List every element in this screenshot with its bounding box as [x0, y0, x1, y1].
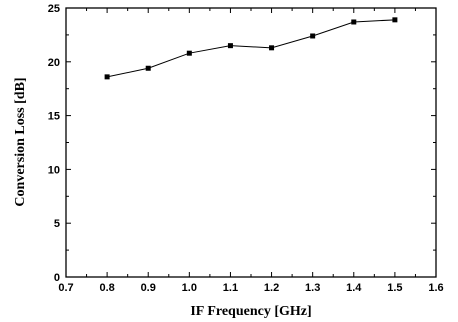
data-point	[269, 45, 275, 51]
x-tick-label: 1.6	[428, 282, 443, 294]
x-tick-label: 0.8	[99, 282, 114, 294]
data-point	[186, 50, 192, 56]
y-tick-label: 0	[54, 272, 60, 284]
series-layer	[104, 17, 398, 80]
x-tick-label: 1.4	[346, 282, 362, 294]
x-axis-ticks: 0.7 0.8 0.9 1.0 1.1 1.2 1.3 1.4 1.5 1.6	[58, 8, 444, 294]
x-tick-label: 0.9	[141, 282, 156, 294]
data-point	[392, 17, 398, 23]
y-tick-label: 15	[48, 111, 60, 123]
series-line	[107, 19, 395, 78]
y-tick-label: 25	[48, 3, 60, 15]
data-point	[351, 19, 357, 25]
x-tick-label: 1.5	[387, 282, 402, 294]
y-tick-label: 10	[48, 164, 60, 176]
y-axis-ticks: 0 5 10 15 20 25	[48, 3, 436, 284]
x-tick-label: 1.3	[305, 282, 320, 294]
x-tick-label: 1.2	[264, 282, 279, 294]
data-point	[227, 43, 233, 49]
x-tick-label: 1.0	[182, 282, 197, 294]
y-tick-label: 20	[48, 57, 60, 69]
data-point	[104, 74, 110, 80]
x-tick-label: 1.1	[223, 282, 238, 294]
y-tick-label: 5	[54, 218, 60, 230]
x-tick-label: 0.7	[58, 282, 73, 294]
x-axis-title: IF Frequency [GHz]	[190, 304, 311, 319]
data-point	[310, 33, 316, 39]
plot-frame	[65, 7, 437, 278]
data-point	[145, 65, 151, 71]
y-axis-title: Conversion Loss [dB]	[13, 77, 28, 206]
